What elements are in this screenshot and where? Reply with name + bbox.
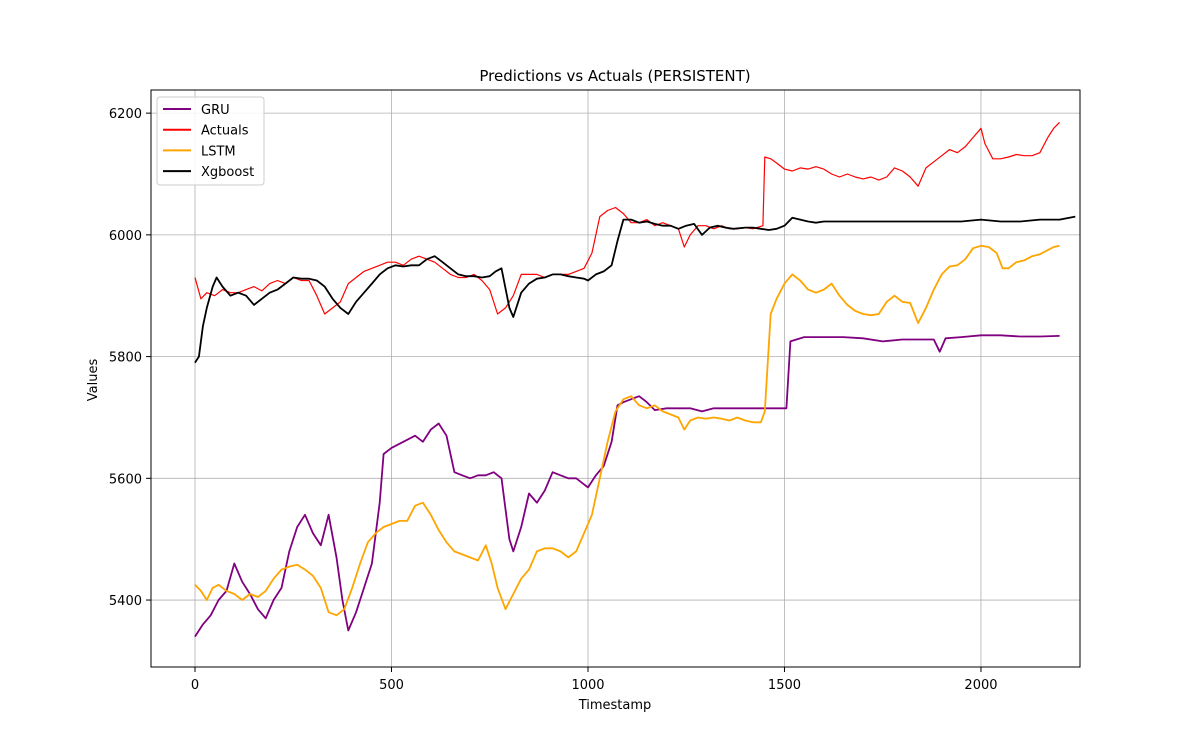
x-tick-label: 2000 <box>964 678 997 693</box>
chart-title: Predictions vs Actuals (PERSISTENT) <box>479 67 750 85</box>
x-axis-label: Timestamp <box>578 698 652 713</box>
y-tick-label: 5800 <box>109 351 142 366</box>
y-tick-label: 6000 <box>109 229 142 244</box>
x-tick-label: 0 <box>191 678 199 693</box>
y-tick-label: 5400 <box>109 594 142 609</box>
plot-area-frame <box>150 89 1081 668</box>
series-lines <box>194 121 1076 638</box>
grid-lines <box>151 90 1080 667</box>
legend-label-actuals: Actuals <box>201 124 249 139</box>
series-line-lstm <box>194 244 1060 617</box>
x-axis-ticks: 0 500 1000 1500 2000 <box>191 667 998 693</box>
y-tick-label: 5600 <box>109 472 142 487</box>
series-line-xgboost <box>194 215 1076 364</box>
y-tick-label: 6200 <box>109 107 142 122</box>
y-axis-ticks: 5400 5600 5800 6000 6200 <box>109 107 151 609</box>
x-tick-label: 1000 <box>571 678 604 693</box>
x-tick-label: 1500 <box>768 678 801 693</box>
series-line-actuals <box>194 121 1061 315</box>
legend-label-lstm: LSTM <box>201 144 236 159</box>
y-axis-label: Values <box>86 359 101 402</box>
legend-label-gru: GRU <box>201 103 230 118</box>
legend: GRU Actuals LSTM Xgboost <box>156 96 265 186</box>
x-tick-label: 500 <box>379 678 404 693</box>
legend-box <box>156 96 265 186</box>
legend-label-xgboost: Xgboost <box>201 165 254 180</box>
series-line-gru <box>194 334 1060 638</box>
